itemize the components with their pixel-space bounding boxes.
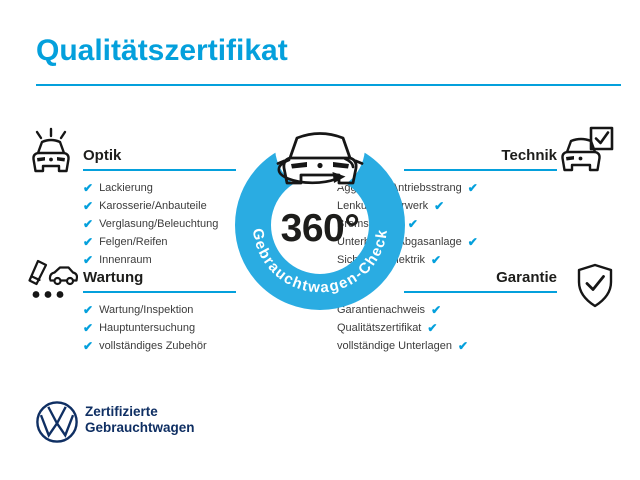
checkmark-icon: ✔ bbox=[83, 303, 94, 317]
check-item: ✔ Felgen/Reifen bbox=[83, 233, 303, 251]
check-item: ✔ Wartung/Inspektion bbox=[83, 301, 303, 319]
rotating-car-icon bbox=[276, 132, 364, 185]
360-check-badge: 360° Gebrauchtwagen-Check bbox=[235, 113, 405, 310]
optik-check-list: ✔ Lackierung ✔ Karosserie/Anbauteile ✔ Vergla… bbox=[83, 179, 303, 269]
check-item: ✔ Lackierung bbox=[83, 179, 303, 197]
degree-label: 360° bbox=[281, 207, 360, 250]
check-item: ✔ Verglasung/Beleuchtung bbox=[83, 215, 303, 233]
checkmark-icon: ✔ bbox=[83, 339, 94, 353]
checkmark-icon: ✔ bbox=[467, 235, 478, 249]
section-title-technik: Technik bbox=[501, 147, 557, 164]
section-title-garantie: Garantie bbox=[496, 269, 557, 286]
checkmark-icon: ✔ bbox=[431, 253, 442, 267]
checkmark-icon: ✔ bbox=[83, 181, 94, 195]
page-title: Qualitätszertifikat bbox=[36, 34, 288, 67]
checkmark-icon: ✔ bbox=[83, 321, 94, 335]
check-item: ✔ Karosserie/Anbauteile bbox=[83, 197, 303, 215]
check-item-label: Garantienachweis bbox=[337, 304, 426, 316]
check-item: ✔ vollständiges Zubehör bbox=[83, 337, 303, 355]
check-item-label: Lackierung bbox=[99, 182, 153, 194]
checkmark-icon: ✔ bbox=[434, 199, 445, 213]
checkmark-icon: ✔ bbox=[83, 199, 94, 213]
vw-logo bbox=[36, 401, 78, 443]
section-divider-technik bbox=[404, 169, 557, 171]
check-item-label: Innenraum bbox=[99, 254, 152, 266]
check-item: vollständige Unterlagen ✔ bbox=[337, 337, 557, 355]
footer-line-1: Zertifizierte bbox=[85, 404, 158, 419]
section-divider-optik bbox=[83, 169, 236, 171]
check-item: ✔ Innenraum bbox=[83, 251, 303, 269]
checkmark-icon: ✔ bbox=[431, 303, 442, 317]
check-item-label: Felgen/Reifen bbox=[99, 236, 168, 248]
section-title-optik: Optik bbox=[83, 147, 122, 164]
section-divider-wartung bbox=[83, 291, 236, 293]
check-item-label: Qualitätszertifikat bbox=[337, 322, 422, 334]
check-item-label: Wartung/Inspektion bbox=[99, 304, 194, 316]
checkmark-icon: ✔ bbox=[83, 253, 94, 267]
car-checkbox-icon bbox=[561, 126, 614, 172]
ring-top-notch bbox=[275, 113, 365, 192]
checkmark-icon: ✔ bbox=[83, 235, 94, 249]
section-divider-garantie bbox=[404, 291, 557, 293]
shield-check-icon bbox=[577, 263, 613, 308]
checkmark-icon: ✔ bbox=[407, 217, 418, 231]
check-item-label: Verglasung/Beleuchtung bbox=[99, 218, 219, 230]
checkmark-icon: ✔ bbox=[83, 217, 94, 231]
shiny-car-icon bbox=[32, 127, 70, 173]
check-item-label: vollständiges Zubehör bbox=[99, 340, 207, 352]
check-item-label: Karosserie/Anbauteile bbox=[99, 200, 207, 212]
title-divider bbox=[36, 84, 621, 86]
checkmark-icon: ✔ bbox=[467, 181, 478, 195]
footer-brand-text: Zertifizierte Gebrauchtwagen bbox=[85, 404, 195, 436]
check-item-label: Hauptuntersuchung bbox=[99, 322, 196, 334]
checkmark-icon: ✔ bbox=[427, 321, 438, 335]
garantie-check-list: Garantienachweis ✔ Qualitätszertifikat ✔ vol… bbox=[337, 301, 557, 355]
check-item: Qualitätszertifikat ✔ bbox=[337, 319, 557, 337]
check-item: ✔ Hauptuntersuchung bbox=[83, 319, 303, 337]
section-title-wartung: Wartung bbox=[83, 269, 144, 286]
pen-car-checklist-icon bbox=[28, 259, 78, 298]
rotation-arrow-icon bbox=[277, 157, 355, 185]
checkmark-icon: ✔ bbox=[457, 339, 469, 353]
footer-line-2: Gebrauchtwagen bbox=[85, 420, 195, 435]
check-item: Garantienachweis ✔ bbox=[337, 301, 557, 319]
wartung-check-list: ✔ Wartung/Inspektion ✔ Hauptuntersuchung ✔ vo… bbox=[83, 301, 303, 355]
check-item-label: vollständige Unterlagen bbox=[337, 340, 452, 352]
